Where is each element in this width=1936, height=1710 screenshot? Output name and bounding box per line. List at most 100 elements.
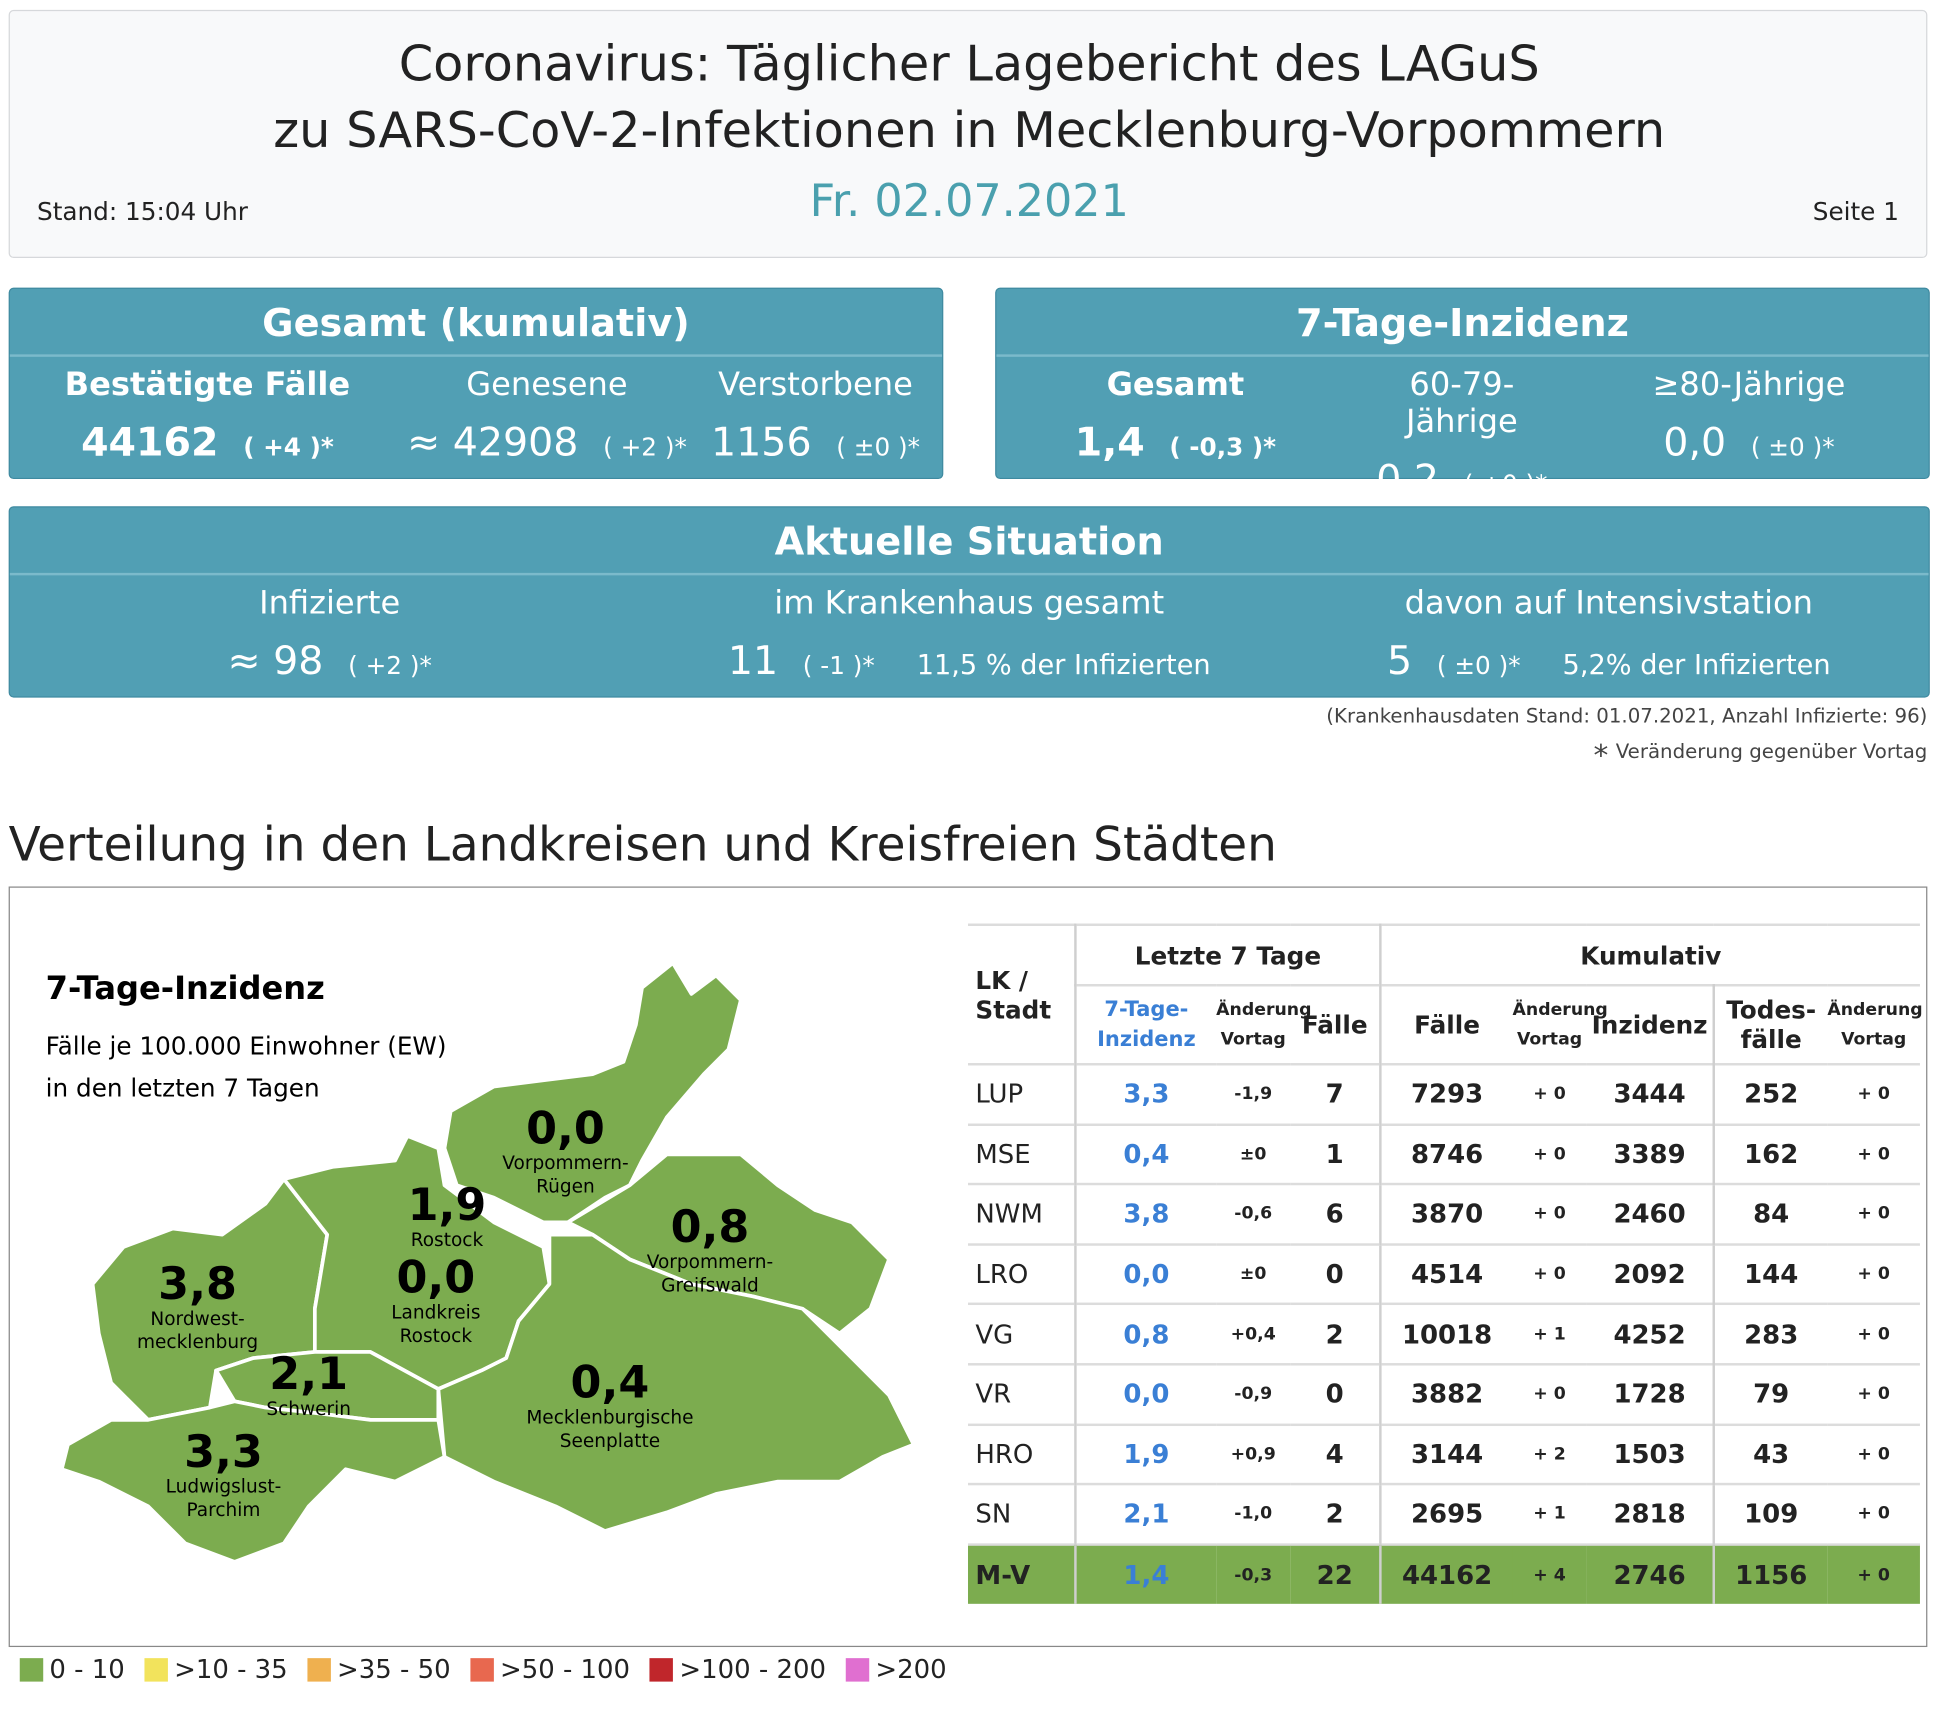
box-title: Aktuelle Situation	[9, 507, 1929, 576]
region-value: 3,8	[158, 1259, 237, 1310]
district-panel	[8, 886, 1928, 1648]
star: *	[1593, 738, 1609, 773]
column-label: Verstorbene	[718, 366, 913, 404]
table-row: HRO 1,9 +0,9 4 3144 + 2 1503 43 + 0	[967, 1423, 1921, 1485]
group-header: Kumulativ	[1380, 923, 1921, 986]
table-cell: 84	[1713, 1183, 1828, 1245]
summary-box: Aktuelle Situation Infizierte ≈ 98 ( +2 )* i…	[8, 506, 1930, 698]
legend-label: >100 - 200	[679, 1654, 826, 1685]
box-column: davon auf Intensivstation 5 ( ±0 )* 5,2% de…	[1289, 573, 1929, 684]
table-cell: 2	[1290, 1483, 1382, 1545]
table-cell: 79	[1713, 1363, 1828, 1425]
column-header: Änderung Vortag	[1512, 984, 1608, 1065]
box-column: Verstorbene 1156 ( ±0 )*	[689, 354, 942, 466]
region-name: Rügen	[536, 1177, 595, 1198]
section-title: Verteilung in den Landkreisen und Kreisf…	[8, 817, 1277, 872]
table-cell: 1728	[1586, 1363, 1716, 1425]
value-line: 1,4 ( -0,3 )*	[996, 419, 1354, 466]
change: ( ±0 )*	[1463, 469, 1548, 499]
table-cell: 0,4	[1075, 1123, 1217, 1185]
table-cell: 162	[1713, 1123, 1828, 1185]
table-cell: 8746	[1380, 1123, 1513, 1185]
change: ( ±0 )*	[1750, 432, 1835, 462]
summary-box: Gesamt (kumulativ) Bestätigte Fälle 44162 (…	[8, 287, 944, 480]
table-cell: + 0	[1827, 1123, 1921, 1185]
table-cell: 144	[1713, 1243, 1828, 1305]
title-line: Coronavirus: Täglicher Lagebericht des L…	[398, 35, 1540, 93]
table-cell: + 0	[1827, 1063, 1921, 1125]
table-cell: 3389	[1586, 1123, 1716, 1185]
map-subtitle: Fälle je 100.000 Einwohner (EW)	[46, 1031, 447, 1060]
table-cell: 3444	[1586, 1063, 1716, 1125]
note: 11,5 % der Infizierten	[916, 650, 1211, 682]
region-name: Seenplatte	[560, 1431, 660, 1452]
table-cell: + 0	[1827, 1543, 1921, 1605]
district-name: LRO	[967, 1243, 1077, 1305]
table-cell: + 0	[1827, 1303, 1921, 1365]
value-line: 5 ( ±0 )* 5,2% der Infizierten	[1289, 637, 1929, 684]
value: 1156	[711, 418, 812, 466]
column-header: Änderung Vortag	[1827, 984, 1923, 1065]
region-value: 2,1	[269, 1349, 348, 1400]
stand: Stand: 15:04 Uhr	[37, 196, 248, 226]
value-line: 44162 ( +4 )*	[10, 419, 405, 466]
table-cell: + 0	[1827, 1363, 1921, 1425]
district-name: HRO	[967, 1423, 1077, 1485]
value-line: 0,0 ( ±0 )*	[1569, 419, 1928, 466]
change: ( +2 )*	[603, 432, 687, 462]
table-cell: + 2	[1512, 1423, 1587, 1485]
value-line: 1156 ( ±0 )*	[689, 419, 942, 466]
table-cell: 3882	[1380, 1363, 1513, 1425]
legend-item: >50 - 100	[470, 1654, 630, 1684]
value: 11	[727, 637, 779, 685]
legend-swatch	[307, 1657, 331, 1681]
legend-swatch	[649, 1657, 674, 1681]
box-title: Gesamt (kumulativ)	[9, 289, 943, 357]
table-cell: 3144	[1380, 1423, 1513, 1485]
table-cell: 252	[1713, 1063, 1828, 1125]
change-note-text: Veränderung gegenüber Vortag	[1615, 739, 1928, 764]
legend-item: >100 - 200	[649, 1654, 826, 1685]
box-column: ≥80-Jährige 0,0 ( ±0 )*	[1569, 354, 1928, 466]
region-name: Schwerin	[266, 1399, 351, 1420]
region-mse	[436, 1232, 916, 1533]
table-cell: 4	[1290, 1423, 1382, 1485]
table-cell: 3,3	[1075, 1063, 1217, 1125]
legend-item: >200	[845, 1654, 947, 1685]
district-table: LK / Stadt Letzte 7 Tage Kumulativ 7-Tage- …	[967, 923, 1923, 1605]
table-cell: 0	[1290, 1363, 1382, 1425]
column-label: im Krankenhaus gesamt	[774, 585, 1165, 623]
box-column: Genesene ≈ 42908 ( +2 )*	[405, 354, 689, 466]
value: 0,2	[1376, 455, 1440, 503]
legend-label: >200	[875, 1654, 947, 1685]
region-name: mecklenburg	[137, 1332, 258, 1353]
column-label: Gesamt	[1106, 366, 1245, 404]
column-label: 60-79-Jährige	[1406, 366, 1518, 441]
table-row: SN 2,1 -1,0 2 2695 + 1 2818 109 + 0	[967, 1483, 1921, 1545]
table-cell: 2092	[1586, 1243, 1716, 1305]
table-cell: ±0	[1216, 1123, 1291, 1185]
table-cell: 4252	[1586, 1303, 1716, 1365]
table-cell: +0,4	[1216, 1303, 1291, 1365]
box-column: Bestätigte Fälle 44162 ( +4 )*	[10, 354, 405, 466]
table-cell: + 4	[1512, 1543, 1587, 1605]
region-value: 1,9	[408, 1180, 487, 1231]
region-value: 0,4	[571, 1358, 650, 1409]
value-line: 0,2 ( ±0 )*	[1354, 456, 1569, 503]
table-row: VG 0,8 +0,4 2 10018 + 1 4252 283 + 0	[967, 1303, 1921, 1365]
table-cell: 10018	[1380, 1303, 1513, 1365]
region-name: Rostock	[411, 1230, 484, 1251]
table-cell: 7	[1290, 1063, 1382, 1125]
legend-label: 0 - 10	[49, 1654, 125, 1685]
column-label: Infizierte	[259, 585, 401, 623]
table-cell: + 1	[1512, 1303, 1587, 1365]
column-label: davon auf Intensivstation	[1404, 585, 1813, 623]
box-title: 7-Tage-Inzidenz	[996, 289, 1929, 357]
table-cell: + 0	[1512, 1243, 1587, 1305]
change-note: * Veränderung gegenüber Vortag	[1593, 738, 1927, 773]
table-cell: + 0	[1512, 1183, 1587, 1245]
column-header: Fälle	[1380, 984, 1513, 1065]
legend-swatch	[19, 1657, 44, 1681]
